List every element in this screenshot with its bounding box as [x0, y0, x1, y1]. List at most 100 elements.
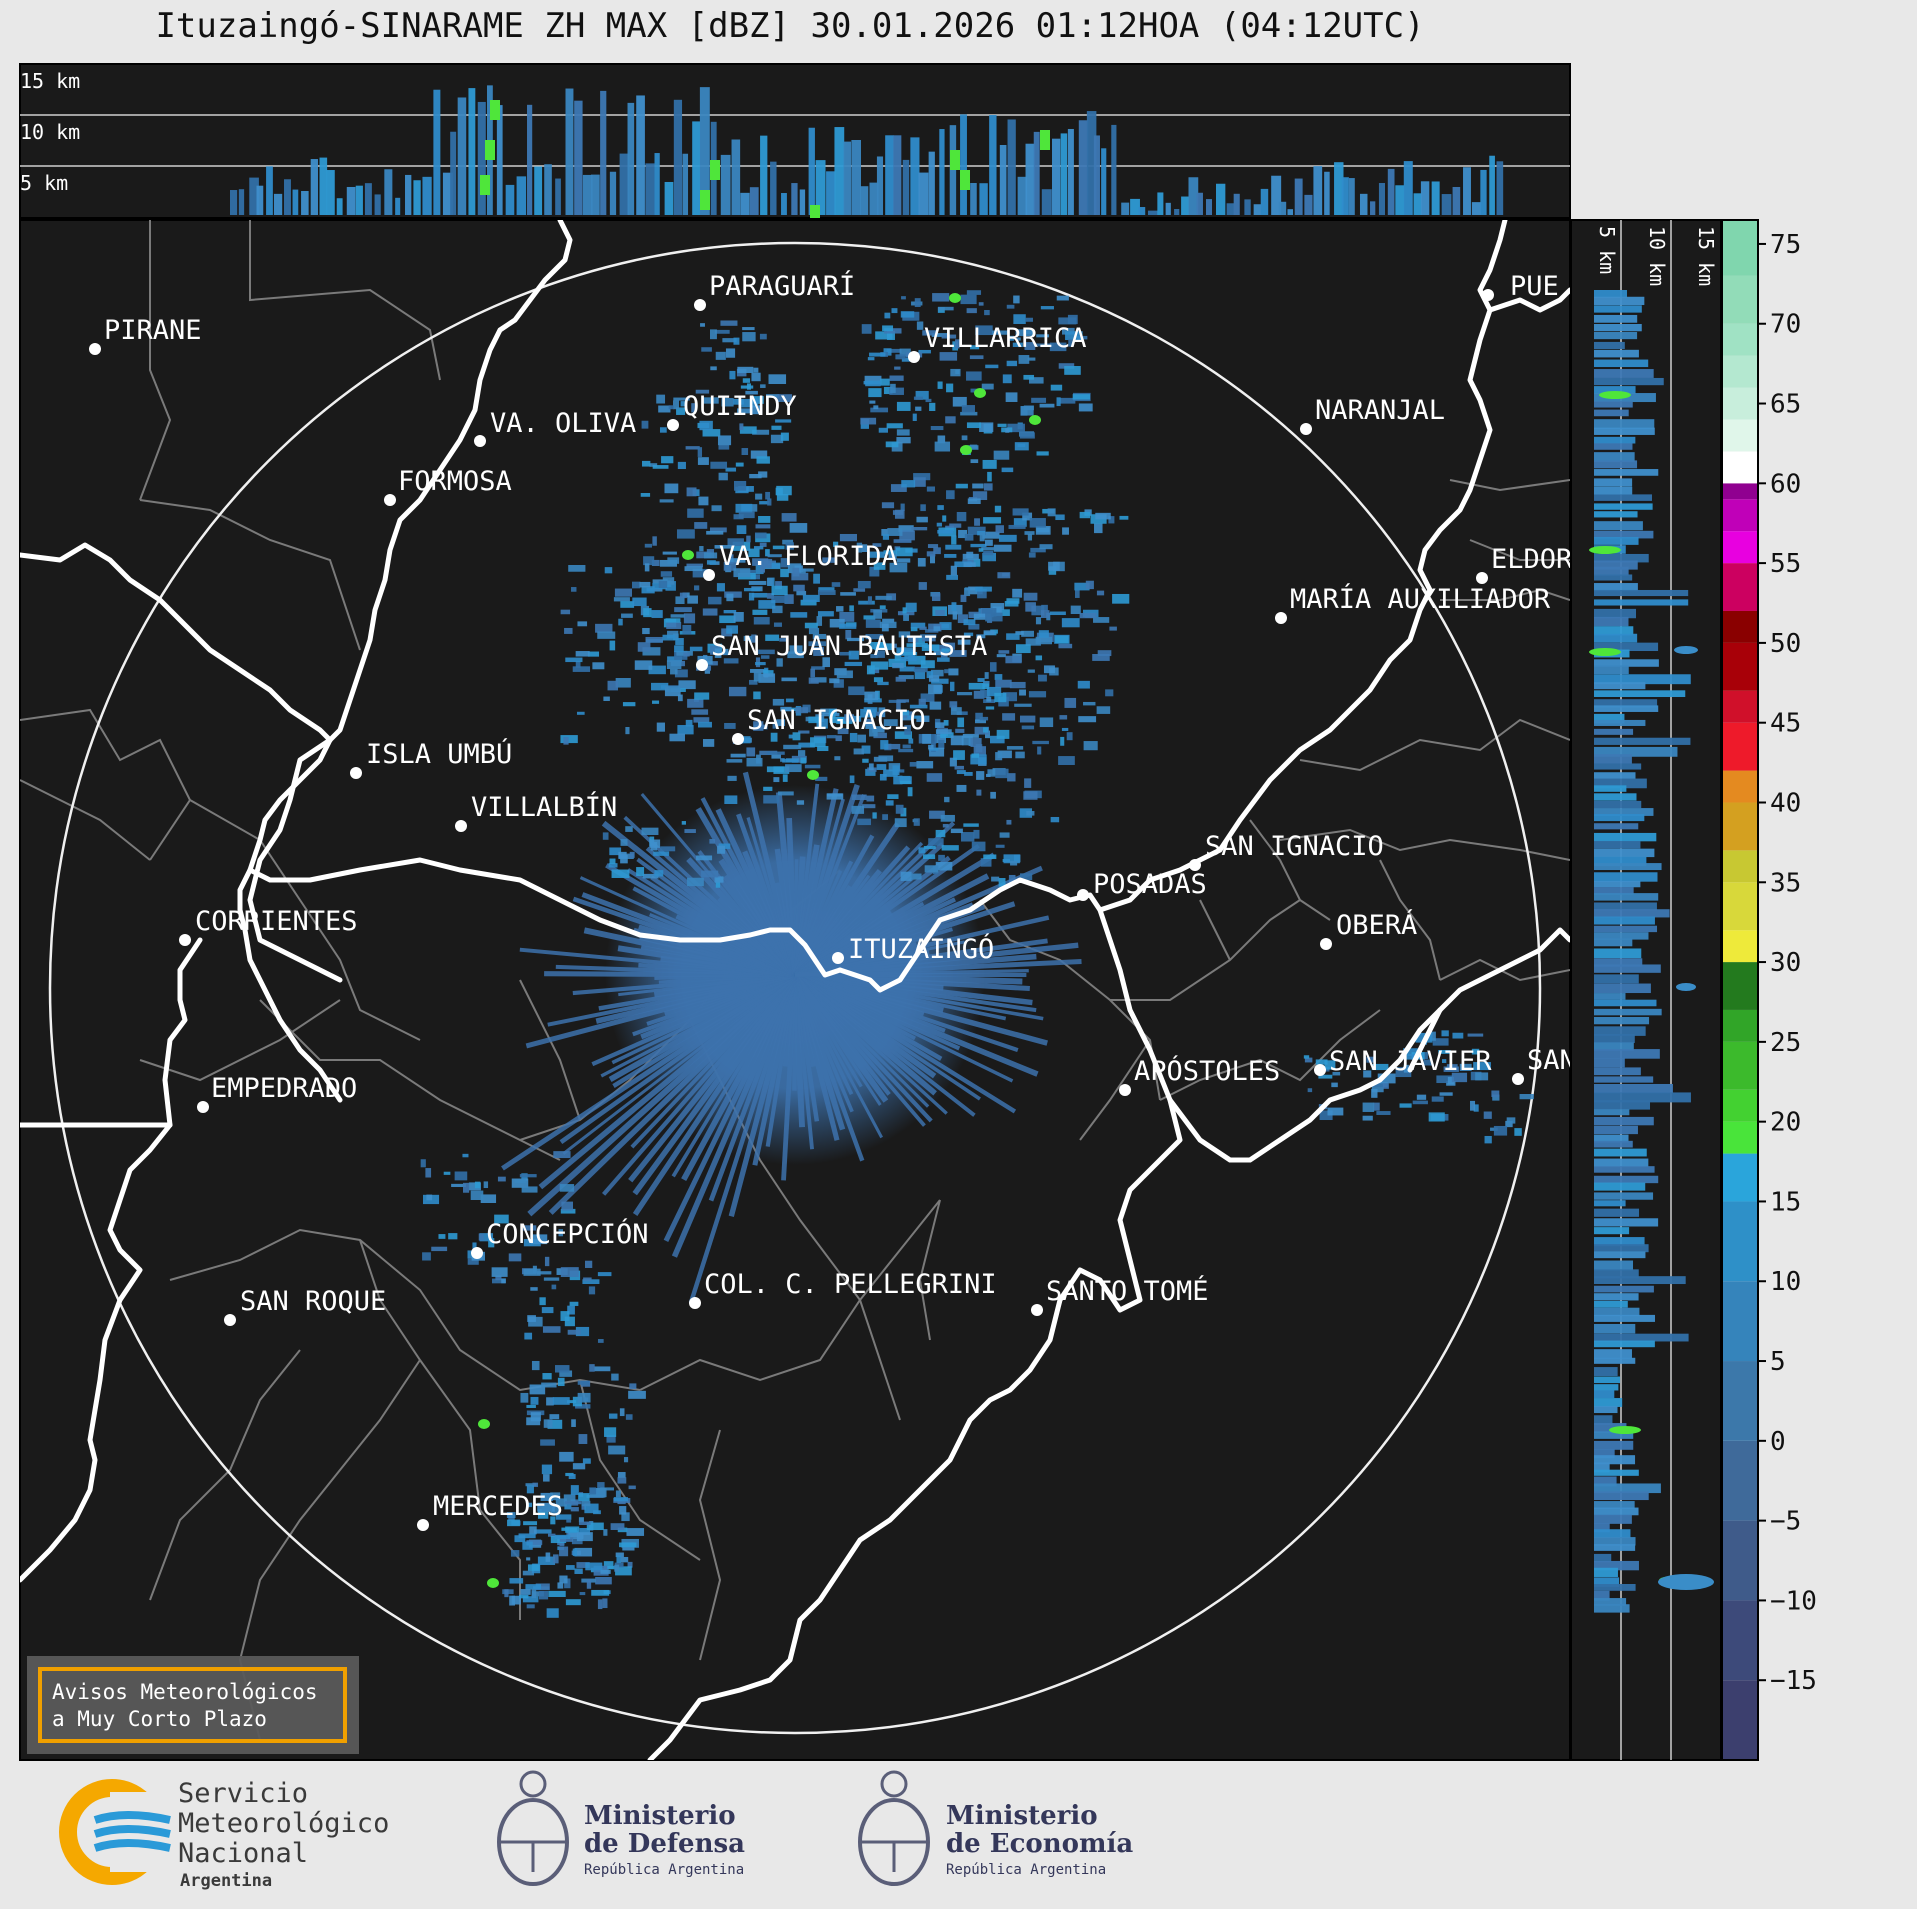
warning-box-line2: a Muy Corto Plazo	[52, 1707, 267, 1731]
city-dot	[1476, 572, 1488, 584]
colorbar-tick-label: 20	[1770, 1108, 1801, 1138]
city-dot	[667, 419, 679, 431]
city-marker: FORMOSA	[384, 466, 512, 506]
city-marker: EMPEDRADO	[197, 1073, 357, 1113]
city-marker: PUE	[1482, 271, 1559, 302]
colorbar-band	[1722, 531, 1758, 564]
range-ring	[48, 241, 1542, 1735]
city-dot	[1077, 889, 1089, 901]
colorbar-band	[1722, 770, 1758, 803]
colorbar-tick-label: 0	[1770, 1427, 1786, 1457]
city-dot	[1512, 1073, 1524, 1085]
colorbar-band	[1722, 690, 1758, 723]
city-label: SAN JAVIER	[1329, 1046, 1492, 1077]
city-dot	[350, 767, 362, 779]
colorbar-band	[1722, 1089, 1758, 1122]
city-dot	[1300, 423, 1312, 435]
city-marker: CORRIENTES	[179, 906, 358, 946]
country-borders	[20, 220, 1570, 1760]
economia-logo[interactable]: Ministerio de Economía República Argenti…	[858, 1770, 1133, 1886]
colorbar-tick-label: 35	[1770, 868, 1801, 898]
colorbar-band	[1722, 642, 1758, 691]
colorbar-tick-label: 75	[1770, 230, 1801, 260]
city-marker: MERCEDES	[417, 1491, 563, 1531]
colorbar-band	[1722, 451, 1758, 484]
colorbar-band	[1722, 563, 1758, 611]
smn-line2: Meteorológico	[178, 1808, 389, 1839]
city-label: MERCEDES	[433, 1491, 563, 1522]
colorbar-band	[1722, 882, 1758, 931]
city-dot	[694, 299, 706, 311]
city-dot	[474, 435, 486, 447]
city-marker: SAN	[1512, 1045, 1576, 1085]
colorbar-band	[1722, 1520, 1758, 1601]
economia-line2: de Economía	[946, 1829, 1133, 1859]
city-dot	[471, 1247, 483, 1259]
colorbar-tick-label: −5	[1770, 1507, 1801, 1537]
city-dot	[417, 1519, 429, 1531]
colorbar-band	[1722, 1009, 1758, 1042]
side-height-5km: 5 km	[1595, 226, 1619, 274]
colorbar-tick-label: 30	[1770, 948, 1801, 978]
colorbar-tick-label: 55	[1770, 549, 1801, 579]
coat-of-arms-icon	[497, 1770, 569, 1886]
city-dot	[224, 1314, 236, 1326]
city-label: VILLARRICA	[924, 323, 1087, 354]
smn-logo[interactable]: Servicio Meteorológico Nacional Argentin…	[59, 1778, 389, 1891]
colorbar-tick-label: 10	[1770, 1267, 1801, 1297]
city-dot	[689, 1297, 701, 1309]
city-dot	[455, 820, 467, 832]
city-label: SAN JUAN BAUTISTA	[711, 631, 987, 662]
warning-box[interactable]: Avisos Meteorológicos a Muy Corto Plazo	[27, 1656, 359, 1754]
defensa-line3: República Argentina	[584, 1862, 744, 1878]
top-height-10km: 10 km	[20, 120, 80, 144]
city-layer: PARAGUARÍ VILLARRICA PIRANE QUIINDY VA. OLIV…	[89, 270, 1576, 1531]
city-marker: ISLA UMBÚ	[350, 738, 512, 779]
city-label: CORRIENTES	[195, 906, 358, 937]
city-marker: VILLARRICA	[908, 323, 1087, 363]
city-label: SAN ROQUE	[240, 1286, 386, 1317]
colorbar-band	[1722, 610, 1758, 643]
city-label: MARÍA AUXILIADOR	[1290, 583, 1551, 615]
side-height-10km: 10 km	[1645, 226, 1669, 286]
colorbar-band	[1722, 1201, 1758, 1282]
city-label: QUIINDY	[683, 391, 797, 422]
colorbar-tick-label: 60	[1770, 469, 1801, 499]
colorbar-band	[1722, 419, 1758, 452]
city-marker: SAN JUAN BAUTISTA	[696, 631, 987, 671]
city-marker: MARÍA AUXILIADOR	[1275, 583, 1551, 624]
colorbar-band	[1722, 1361, 1758, 1441]
colorbar-tick-label: 70	[1770, 310, 1801, 340]
city-label: POSADAS	[1093, 869, 1207, 900]
city-dot	[832, 952, 844, 964]
colorbar-tick-label: 65	[1770, 390, 1801, 420]
city-marker: CONCEPCIÓN	[471, 1218, 649, 1259]
defensa-logo[interactable]: Ministerio de Defensa República Argentin…	[497, 1770, 745, 1886]
city-label: SAN	[1527, 1045, 1576, 1076]
colorbar-tick-label: 25	[1770, 1028, 1801, 1058]
city-marker: QUIINDY	[667, 391, 797, 431]
city-dot	[384, 494, 396, 506]
city-marker: ELDOR	[1476, 544, 1570, 584]
city-label: COL. C. PELLEGRINI	[704, 1269, 997, 1300]
city-marker: VA. FLORIDA	[703, 541, 898, 581]
city-dot	[197, 1101, 209, 1113]
city-label: APÓSTOLES	[1134, 1055, 1280, 1087]
colorbar-band	[1722, 387, 1758, 420]
smn-line1: Servicio	[178, 1778, 308, 1809]
defensa-line1: Ministerio	[584, 1801, 736, 1831]
defensa-line2: de Defensa	[584, 1829, 745, 1859]
colorbar-tick-label: −15	[1770, 1666, 1817, 1696]
colorbar-band	[1722, 850, 1758, 883]
colorbar-band	[1722, 1680, 1758, 1760]
city-dot	[908, 351, 920, 363]
city-label: ISLA UMBÚ	[366, 738, 512, 770]
colorbar-band	[1722, 220, 1758, 276]
city-marker: PARAGUARÍ	[694, 270, 855, 311]
city-label: CONCEPCIÓN	[486, 1218, 649, 1250]
city-label: PARAGUARÍ	[709, 270, 855, 302]
city-marker: OBERÁ	[1320, 909, 1417, 950]
colorbar-band	[1722, 930, 1758, 963]
chart-title: Ituzaingó-SINARAME ZH MAX [dBZ] 30.01.20…	[155, 6, 1425, 46]
city-dot	[1119, 1084, 1131, 1096]
